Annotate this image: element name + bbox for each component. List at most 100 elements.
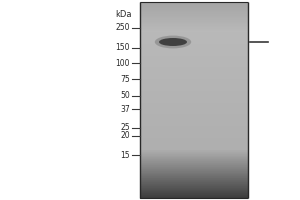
Bar bbox=[140, 116, 248, 117]
Bar bbox=[140, 82, 248, 83]
Bar bbox=[140, 44, 248, 46]
Bar bbox=[140, 120, 248, 121]
Bar bbox=[140, 90, 248, 91]
Bar bbox=[140, 90, 248, 91]
Bar bbox=[140, 149, 248, 150]
Bar bbox=[140, 7, 248, 8]
Bar bbox=[140, 12, 248, 14]
Bar bbox=[140, 180, 248, 181]
Bar bbox=[140, 146, 248, 148]
Bar bbox=[140, 140, 248, 141]
Bar bbox=[140, 71, 248, 72]
Bar bbox=[140, 8, 248, 9]
Bar bbox=[140, 186, 248, 187]
Bar bbox=[140, 69, 248, 70]
Bar bbox=[140, 5, 248, 6]
Bar bbox=[140, 139, 248, 140]
Bar bbox=[140, 102, 248, 103]
Bar bbox=[140, 46, 248, 47]
Bar bbox=[140, 15, 248, 16]
Bar bbox=[140, 88, 248, 89]
Text: 75: 75 bbox=[120, 74, 130, 84]
Bar bbox=[140, 89, 248, 90]
Bar bbox=[140, 115, 248, 116]
Bar bbox=[140, 124, 248, 125]
Bar bbox=[140, 155, 248, 156]
Bar bbox=[140, 141, 248, 142]
Bar bbox=[140, 165, 248, 166]
Bar bbox=[140, 41, 248, 42]
Bar bbox=[140, 95, 248, 97]
Bar bbox=[140, 9, 248, 10]
Bar bbox=[140, 60, 248, 61]
Bar bbox=[140, 144, 248, 145]
Bar bbox=[140, 93, 248, 95]
Bar bbox=[140, 107, 248, 108]
Bar bbox=[140, 43, 248, 44]
Bar bbox=[140, 54, 248, 55]
Bar bbox=[140, 53, 248, 54]
Bar bbox=[140, 10, 248, 11]
Bar bbox=[140, 133, 248, 134]
Bar bbox=[140, 14, 248, 15]
Bar bbox=[140, 58, 248, 59]
Bar bbox=[140, 39, 248, 40]
Bar bbox=[140, 104, 248, 105]
Bar bbox=[140, 50, 248, 51]
Bar bbox=[140, 68, 248, 69]
Bar bbox=[140, 153, 248, 154]
Bar bbox=[140, 56, 248, 57]
Bar bbox=[140, 167, 248, 168]
Bar bbox=[140, 18, 248, 19]
Bar bbox=[140, 97, 248, 98]
Text: 37: 37 bbox=[120, 104, 130, 114]
Bar bbox=[140, 173, 248, 174]
Bar bbox=[140, 170, 248, 171]
Bar bbox=[140, 184, 248, 185]
Bar bbox=[140, 118, 248, 119]
Bar bbox=[140, 116, 248, 117]
Bar bbox=[140, 119, 248, 120]
Bar bbox=[140, 34, 248, 35]
Bar bbox=[140, 13, 248, 14]
Bar bbox=[140, 114, 248, 116]
Bar bbox=[140, 91, 248, 92]
Bar bbox=[140, 100, 248, 101]
Bar bbox=[140, 127, 248, 129]
Bar bbox=[140, 24, 248, 25]
Bar bbox=[140, 159, 248, 161]
Bar bbox=[140, 4, 248, 5]
Bar bbox=[140, 84, 248, 85]
Text: 50: 50 bbox=[120, 92, 130, 100]
Bar bbox=[140, 16, 248, 18]
Bar bbox=[140, 161, 248, 163]
Bar bbox=[140, 57, 248, 58]
Bar bbox=[140, 24, 248, 25]
Bar bbox=[140, 191, 248, 192]
Bar bbox=[140, 3, 248, 4]
Bar bbox=[140, 47, 248, 48]
Bar bbox=[140, 190, 248, 191]
Bar bbox=[140, 27, 248, 29]
Bar bbox=[140, 163, 248, 165]
Bar bbox=[140, 39, 248, 40]
Bar bbox=[140, 150, 248, 151]
Bar bbox=[140, 135, 248, 136]
Bar bbox=[140, 52, 248, 53]
Bar bbox=[140, 44, 248, 45]
Bar bbox=[140, 108, 248, 109]
Bar bbox=[140, 130, 248, 131]
Bar bbox=[140, 188, 248, 189]
Bar bbox=[140, 101, 248, 102]
Bar bbox=[140, 169, 248, 170]
Bar bbox=[140, 159, 248, 160]
Bar bbox=[140, 154, 248, 155]
Bar bbox=[140, 148, 248, 150]
Bar bbox=[140, 106, 248, 107]
Bar bbox=[140, 52, 248, 53]
Bar bbox=[140, 48, 248, 50]
Bar bbox=[140, 142, 248, 143]
Bar bbox=[140, 129, 248, 130]
Bar bbox=[140, 117, 248, 118]
Bar bbox=[140, 35, 248, 36]
